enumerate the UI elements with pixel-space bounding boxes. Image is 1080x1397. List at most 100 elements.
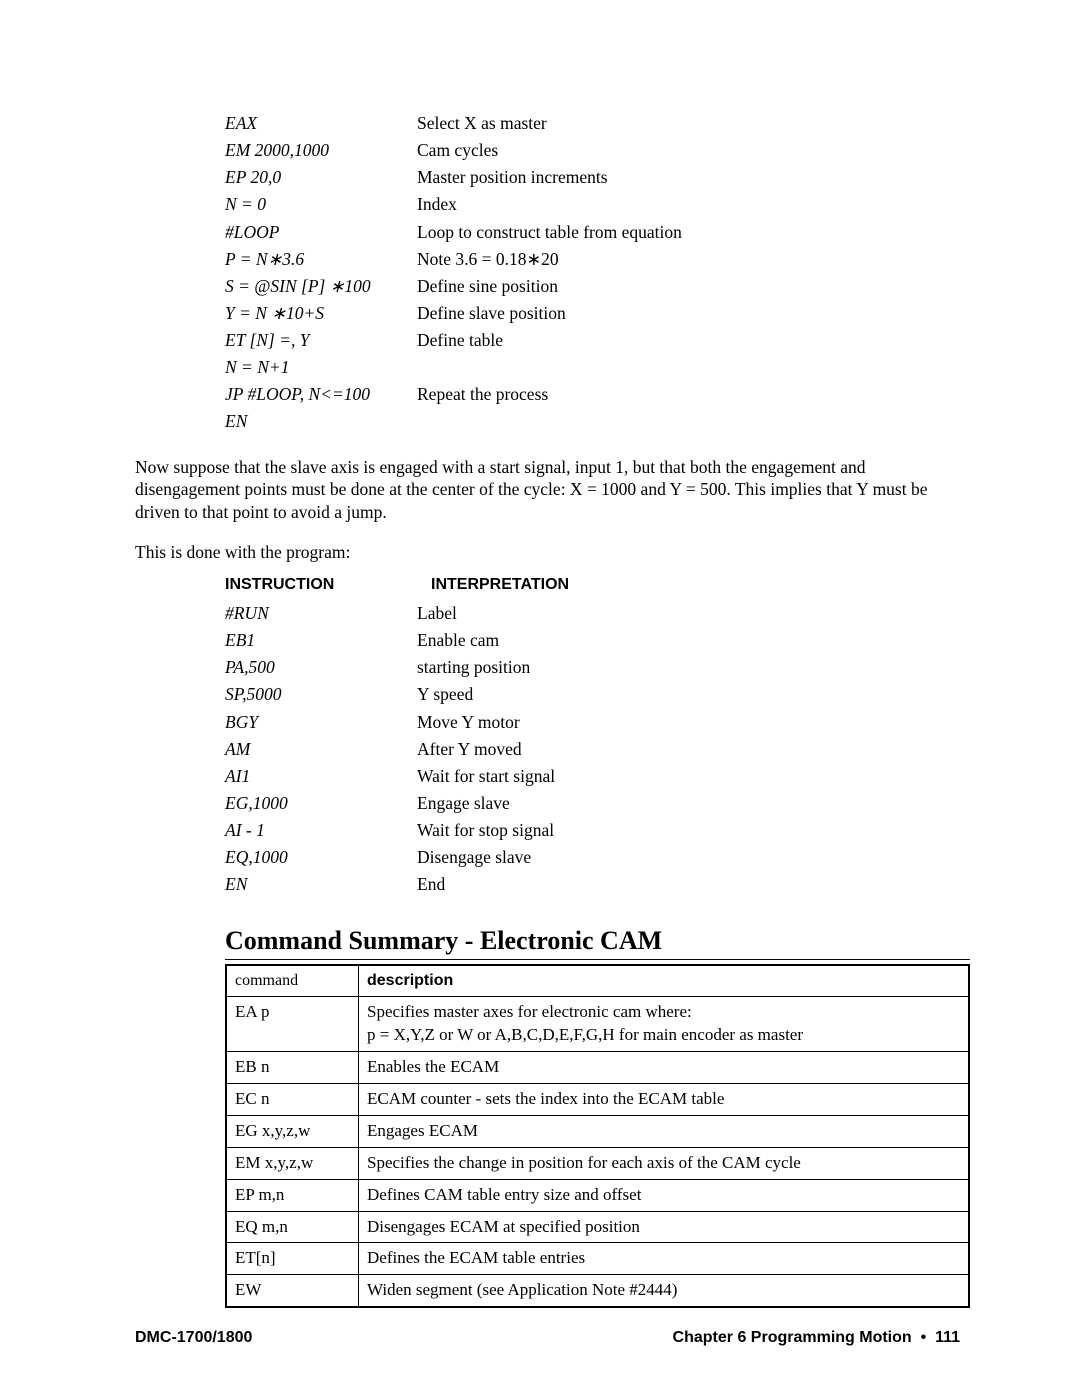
code-row: EN [225, 408, 960, 435]
code-row: N = 0Index [225, 191, 960, 218]
code-interpretation: Repeat the process [417, 381, 960, 408]
code-interpretation [417, 408, 960, 435]
code-row: ET [N] =, YDefine table [225, 327, 960, 354]
code-instruction: JP #LOOP, N<=100 [225, 381, 417, 408]
th-description: description [359, 965, 970, 996]
code2-rows: #RUNLabelEB1Enable camPA,500 starting po… [225, 600, 960, 898]
code-block-1: EAXSelect X as masterEM 2000,1000Cam cyc… [225, 110, 960, 436]
cell-command: ET[n] [226, 1243, 359, 1275]
code-instruction: Y = N ∗10+S [225, 300, 417, 327]
code-row: #LOOPLoop to construct table from equati… [225, 219, 960, 246]
code-interpretation: After Y moved [417, 736, 960, 763]
table-row: EB nEnables the ECAM [226, 1051, 969, 1083]
code-instruction: EG,1000 [225, 790, 417, 817]
cell-command: EC n [226, 1083, 359, 1115]
cell-description: Engages ECAM [359, 1115, 970, 1147]
code-interpretation: Label [417, 600, 960, 627]
code-instruction: EP 20,0 [225, 164, 417, 191]
code-interpretation: End [417, 871, 960, 898]
code-interpretation: Loop to construct table from equation [417, 219, 960, 246]
code-instruction: EN [225, 871, 417, 898]
cell-description: Disengages ECAM at specified position [359, 1211, 970, 1243]
code-row: Y = N ∗10+SDefine slave position [225, 300, 960, 327]
table-row: ET[n]Defines the ECAM table entries [226, 1243, 969, 1275]
table-row: EWWiden segment (see Application Note #2… [226, 1275, 969, 1307]
cell-description: Defines CAM table entry size and offset [359, 1179, 970, 1211]
code-row: AMAfter Y moved [225, 736, 960, 763]
cell-description: Widen segment (see Application Note #244… [359, 1275, 970, 1307]
table-row: EM x,y,z,wSpecifies the change in positi… [226, 1147, 969, 1179]
page: EAXSelect X as masterEM 2000,1000Cam cyc… [0, 0, 1080, 1397]
code-row: #RUNLabel [225, 600, 960, 627]
code-interpretation: Define table [417, 327, 960, 354]
table-header-row: command description [226, 965, 969, 996]
code-interpretation: Enable cam [417, 627, 960, 654]
code-instruction: SP,5000 [225, 681, 417, 708]
code-row: BGYMove Y motor [225, 709, 960, 736]
table-row: EC nECAM counter - sets the index into t… [226, 1083, 969, 1115]
code-interpretation: Move Y motor [417, 709, 960, 736]
code-interpretation: Wait for stop signal [417, 817, 960, 844]
code-instruction: AI1 [225, 763, 417, 790]
code-row: N = N+1 [225, 354, 960, 381]
table-row: EG x,y,z,wEngages ECAM [226, 1115, 969, 1147]
code-row: AI - 1Wait for stop signal [225, 817, 960, 844]
th-command: command [226, 965, 359, 996]
code-interpretation: starting position [417, 654, 960, 681]
code-row: EG,1000Engage slave [225, 790, 960, 817]
code-block-2: INSTRUCTION INTERPRETATION #RUNLabelEB1E… [225, 576, 960, 898]
cell-description: Defines the ECAM table entries [359, 1243, 970, 1275]
code-interpretation: Master position increments [417, 164, 960, 191]
code-row: PA,500 starting position [225, 654, 960, 681]
table-row: EP m,nDefines CAM table entry size and o… [226, 1179, 969, 1211]
code-interpretation: Cam cycles [417, 137, 960, 164]
code-instruction: ET [N] =, Y [225, 327, 417, 354]
code-row: JP #LOOP, N<=100Repeat the process [225, 381, 960, 408]
code-instruction: N = 0 [225, 191, 417, 218]
code-row: ENEnd [225, 871, 960, 898]
cell-command: EG x,y,z,w [226, 1115, 359, 1147]
code2-header: INSTRUCTION INTERPRETATION [225, 576, 960, 594]
code-instruction: #RUN [225, 600, 417, 627]
section-heading: Command Summary - Electronic CAM [225, 926, 970, 960]
footer-left: DMC-1700/1800 [135, 1329, 252, 1347]
code-instruction: EQ,1000 [225, 844, 417, 871]
code-instruction: BGY [225, 709, 417, 736]
cell-description: Enables the ECAM [359, 1051, 970, 1083]
code-interpretation: Engage slave [417, 790, 960, 817]
code-row: EM 2000,1000Cam cycles [225, 137, 960, 164]
cell-command: EW [226, 1275, 359, 1307]
code-interpretation: Index [417, 191, 960, 218]
cell-command: EB n [226, 1051, 359, 1083]
table-row: EQ m,nDisengages ECAM at specified posit… [226, 1211, 969, 1243]
code-instruction: EB1 [225, 627, 417, 654]
code-instruction: N = N+1 [225, 354, 417, 381]
code-row: P = N∗3.6Note 3.6 = 0.18∗20 [225, 246, 960, 273]
cell-command: EP m,n [226, 1179, 359, 1211]
cell-command: EM x,y,z,w [226, 1147, 359, 1179]
code-row: S = @SIN [P] ∗100Define sine position [225, 273, 960, 300]
code-interpretation: Define slave position [417, 300, 960, 327]
code-interpretation [417, 354, 960, 381]
code-instruction: #LOOP [225, 219, 417, 246]
cell-command: EQ m,n [226, 1211, 359, 1243]
code2-header-instr: INSTRUCTION [225, 576, 431, 594]
code2-header-interp: INTERPRETATION [431, 576, 569, 594]
code-interpretation: Wait for start signal [417, 763, 960, 790]
code-row: EP 20,0Master position increments [225, 164, 960, 191]
code-interpretation: Define sine position [417, 273, 960, 300]
code-interpretation: Y speed [417, 681, 960, 708]
command-summary-table: command description EA pSpecifies master… [225, 964, 970, 1308]
code-row: AI1Wait for start signal [225, 763, 960, 790]
code-instruction: EAX [225, 110, 417, 137]
table-row: EA pSpecifies master axes for electronic… [226, 996, 969, 1051]
code-row: EQ,1000Disengage slave [225, 844, 960, 871]
code-instruction: AI - 1 [225, 817, 417, 844]
cell-command: EA p [226, 996, 359, 1051]
code-row: EAXSelect X as master [225, 110, 960, 137]
code-instruction: P = N∗3.6 [225, 246, 417, 273]
code-instruction: AM [225, 736, 417, 763]
code-instruction: EN [225, 408, 417, 435]
cell-description: Specifies the change in position for eac… [359, 1147, 970, 1179]
code-interpretation: Note 3.6 = 0.18∗20 [417, 246, 960, 273]
